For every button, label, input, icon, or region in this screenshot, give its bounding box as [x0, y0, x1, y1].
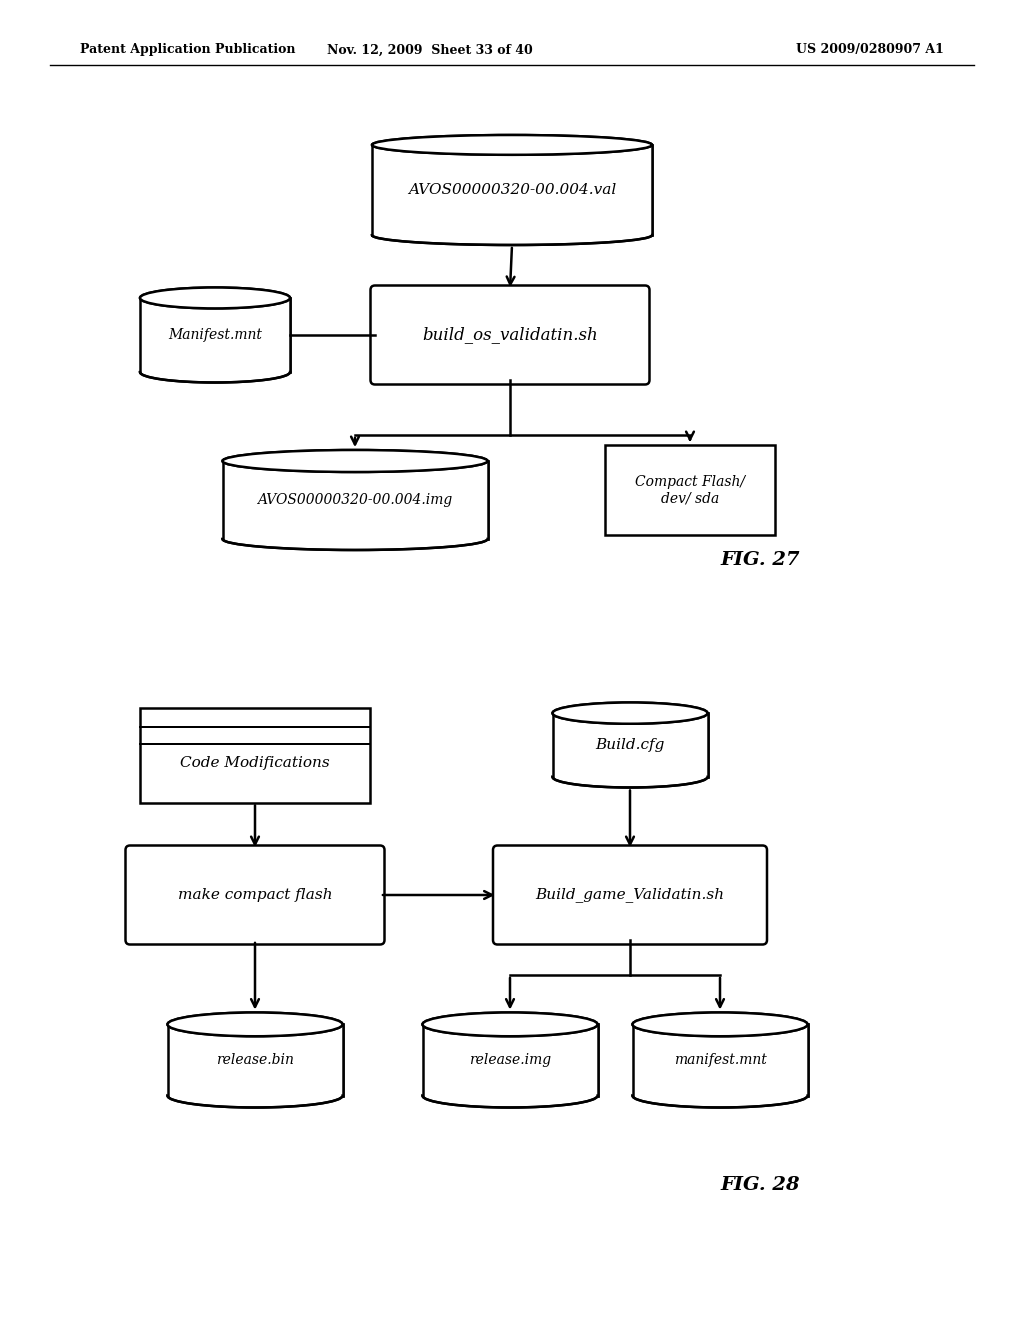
- Text: make compact flash: make compact flash: [178, 888, 333, 902]
- Ellipse shape: [423, 1084, 597, 1107]
- Bar: [423, 1024, 597, 1096]
- Text: FIG. 28: FIG. 28: [720, 1176, 800, 1195]
- Ellipse shape: [168, 1012, 342, 1036]
- Bar: [140, 708, 370, 803]
- Ellipse shape: [633, 1012, 808, 1036]
- Ellipse shape: [633, 1012, 808, 1036]
- Bar: [632, 1024, 809, 1096]
- Ellipse shape: [140, 288, 290, 309]
- Text: AVOS00000320-00.004.val: AVOS00000320-00.004.val: [408, 183, 616, 197]
- Text: Manifest.mnt: Manifest.mnt: [168, 327, 262, 342]
- Bar: [139, 298, 291, 372]
- Bar: [371, 145, 653, 235]
- Text: manifest.mnt: manifest.mnt: [674, 1053, 766, 1067]
- Ellipse shape: [168, 1084, 342, 1107]
- Text: Compact Flash/
dev/ sda: Compact Flash/ dev/ sda: [635, 475, 745, 506]
- FancyBboxPatch shape: [493, 846, 767, 945]
- Text: FIG. 27: FIG. 27: [720, 550, 800, 569]
- Ellipse shape: [633, 1084, 808, 1107]
- Ellipse shape: [222, 450, 487, 473]
- Text: Build.cfg: Build.cfg: [595, 738, 665, 752]
- Ellipse shape: [140, 288, 290, 309]
- Bar: [422, 1024, 598, 1096]
- Text: release.img: release.img: [469, 1053, 551, 1067]
- Text: Build_game_Validatin.sh: Build_game_Validatin.sh: [536, 887, 725, 903]
- Bar: [222, 461, 487, 539]
- Ellipse shape: [372, 226, 652, 246]
- Ellipse shape: [423, 1012, 597, 1036]
- Text: Code Modifications: Code Modifications: [180, 755, 330, 770]
- Text: US 2009/0280907 A1: US 2009/0280907 A1: [796, 44, 944, 57]
- Ellipse shape: [553, 766, 708, 788]
- FancyBboxPatch shape: [371, 285, 649, 384]
- Ellipse shape: [372, 135, 652, 154]
- Bar: [553, 713, 708, 777]
- Bar: [221, 461, 488, 539]
- Text: Patent Application Publication: Patent Application Publication: [80, 44, 296, 57]
- Ellipse shape: [168, 1012, 342, 1036]
- Text: Nov. 12, 2009  Sheet 33 of 40: Nov. 12, 2009 Sheet 33 of 40: [327, 44, 532, 57]
- Bar: [168, 1024, 342, 1096]
- Text: release.bin: release.bin: [216, 1053, 294, 1067]
- Ellipse shape: [222, 450, 487, 473]
- Bar: [167, 1024, 343, 1096]
- Bar: [633, 1024, 808, 1096]
- Ellipse shape: [553, 702, 708, 723]
- Bar: [605, 445, 775, 535]
- Ellipse shape: [553, 702, 708, 723]
- Text: build_os_validatin.sh: build_os_validatin.sh: [422, 326, 598, 343]
- Ellipse shape: [140, 362, 290, 383]
- Bar: [372, 145, 652, 235]
- Bar: [140, 298, 290, 372]
- Bar: [552, 713, 709, 777]
- Text: AVOS00000320-00.004.img: AVOS00000320-00.004.img: [257, 492, 453, 507]
- Ellipse shape: [222, 528, 487, 550]
- FancyBboxPatch shape: [126, 846, 384, 945]
- Ellipse shape: [372, 135, 652, 154]
- Ellipse shape: [423, 1012, 597, 1036]
